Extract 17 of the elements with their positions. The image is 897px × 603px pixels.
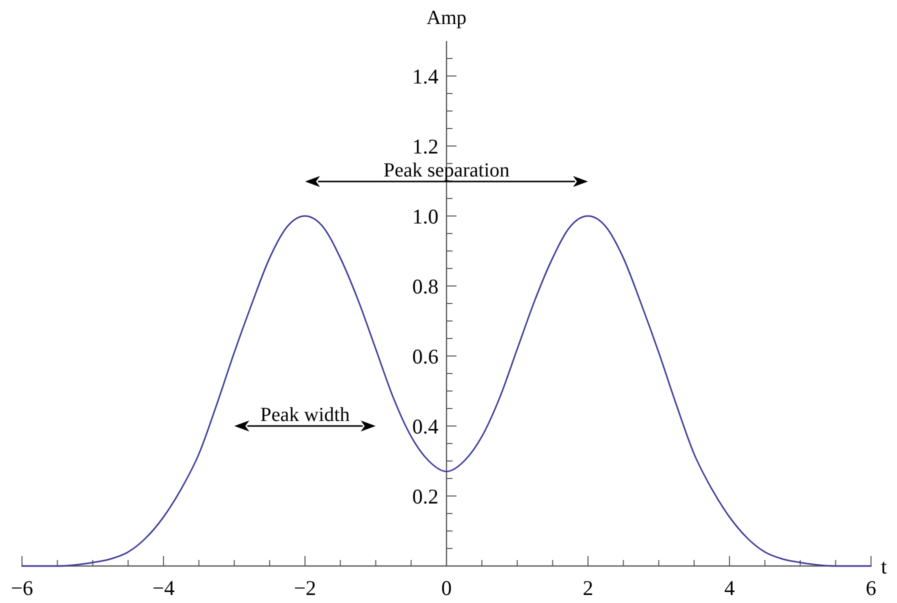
y-tick-label: 1.4 [412, 64, 439, 88]
y-tick-label: 0.4 [412, 414, 439, 438]
x-tick-label: 0 [441, 576, 452, 600]
x-tick-label: 6 [866, 576, 876, 600]
x-tick-label: −4 [152, 576, 176, 600]
x-tick-label: −6 [10, 576, 34, 600]
y-tick-label: 0.6 [412, 344, 438, 368]
x-tick-label: 4 [724, 576, 736, 600]
x-tick-label: 2 [582, 576, 594, 600]
x-axis-title: t [881, 554, 887, 578]
annotation: Peak width [260, 404, 350, 426]
y-tick-label: 1.2 [412, 134, 438, 158]
x-tick-label: −2 [294, 576, 316, 600]
y-tick-label: 0.2 [412, 484, 438, 508]
y-axis-title: Amp [426, 7, 466, 29]
y-tick-label: 0.8 [412, 274, 438, 298]
y-tick-label: 1.0 [412, 204, 438, 228]
